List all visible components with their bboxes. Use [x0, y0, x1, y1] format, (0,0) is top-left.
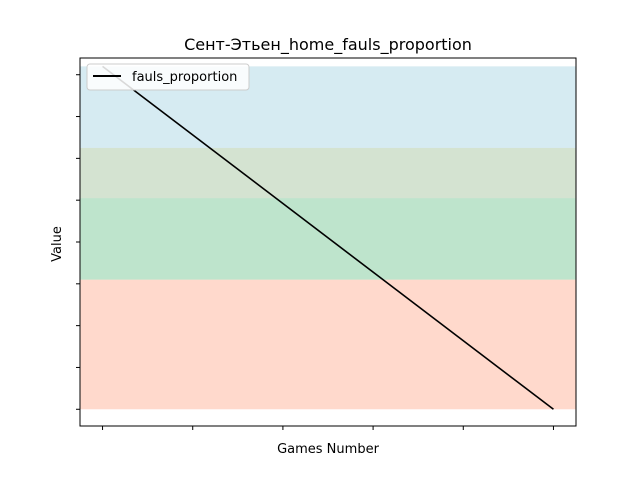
background-band-2	[80, 198, 576, 280]
legend-box	[86, 63, 250, 91]
x-axis-label: Games Number	[277, 442, 379, 457]
legend-label-fauls-proportion: fauls_proportion	[132, 70, 237, 85]
background-bands	[80, 66, 576, 410]
legend: fauls_proportion	[86, 63, 250, 91]
series-line-fauls-proportion	[102, 65, 554, 410]
chart-title: Сент-Этьен_home_fauls_proportion	[184, 35, 472, 55]
background-band-1	[80, 279, 576, 410]
background-band-3	[80, 147, 576, 199]
series-layer	[102, 65, 554, 410]
axis-ticks	[76, 74, 554, 430]
y-axis-label: Value	[50, 226, 65, 262]
